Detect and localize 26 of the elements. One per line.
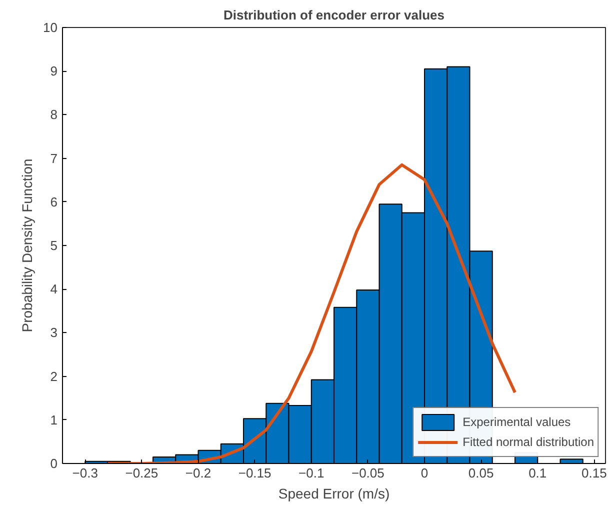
x-tick-label: 0 xyxy=(420,466,428,480)
x-axis-title: Speed Error (m/s) xyxy=(278,486,390,502)
x-tick-label: −0.2 xyxy=(185,466,212,480)
x-tick-label: −0.1 xyxy=(298,466,324,480)
y-tick-label: 6 xyxy=(50,194,58,210)
y-axis-title: Probability Density Function xyxy=(19,158,36,332)
y-tick-label: 0 xyxy=(50,456,58,471)
x-tick-label: −0.3 xyxy=(72,466,98,480)
y-tick-label: 2 xyxy=(50,368,58,384)
y-tick-label: 1 xyxy=(50,412,58,428)
x-tick-label: 0.15 xyxy=(582,466,607,480)
x-tick-label: −0.05 xyxy=(351,466,384,480)
y-tick-label: 7 xyxy=(50,150,58,166)
x-tick-label: 0.05 xyxy=(468,466,494,480)
y-tick-label: 9 xyxy=(50,64,58,79)
y-tick-label: 3 xyxy=(50,325,58,340)
legend-label: Fitted normal distribution xyxy=(462,435,594,449)
legend-label: Experimental values xyxy=(462,415,571,429)
y-tick-label: 4 xyxy=(50,282,58,297)
x-tick-label: 0.1 xyxy=(528,466,547,480)
x-tick-label: −0.15 xyxy=(238,466,272,480)
y-tick-label: 10 xyxy=(43,20,58,35)
y-tick-label: 8 xyxy=(50,107,58,122)
x-tick-label: −0.25 xyxy=(125,466,158,480)
y-tick-label: 5 xyxy=(50,238,58,253)
chart-title: Distribution of encoder error values xyxy=(223,8,445,22)
